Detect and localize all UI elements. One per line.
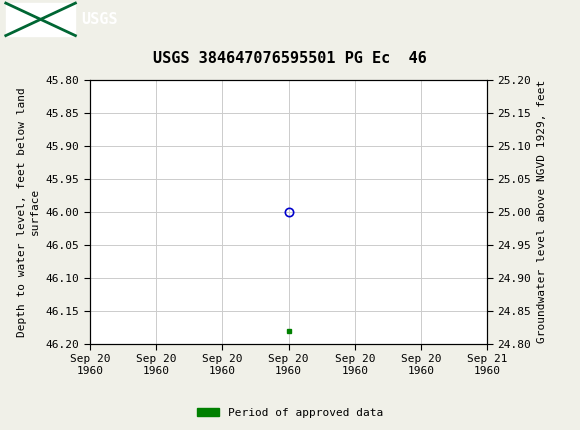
Y-axis label: Depth to water level, feet below land
surface: Depth to water level, feet below land su…: [17, 87, 40, 337]
Legend: Period of approved data: Period of approved data: [193, 403, 387, 422]
Bar: [6, 3, 75, 36]
Text: USGS 384647076595501 PG Ec  46: USGS 384647076595501 PG Ec 46: [153, 51, 427, 65]
Text: USGS: USGS: [81, 12, 118, 27]
Y-axis label: Groundwater level above NGVD 1929, feet: Groundwater level above NGVD 1929, feet: [537, 80, 547, 344]
